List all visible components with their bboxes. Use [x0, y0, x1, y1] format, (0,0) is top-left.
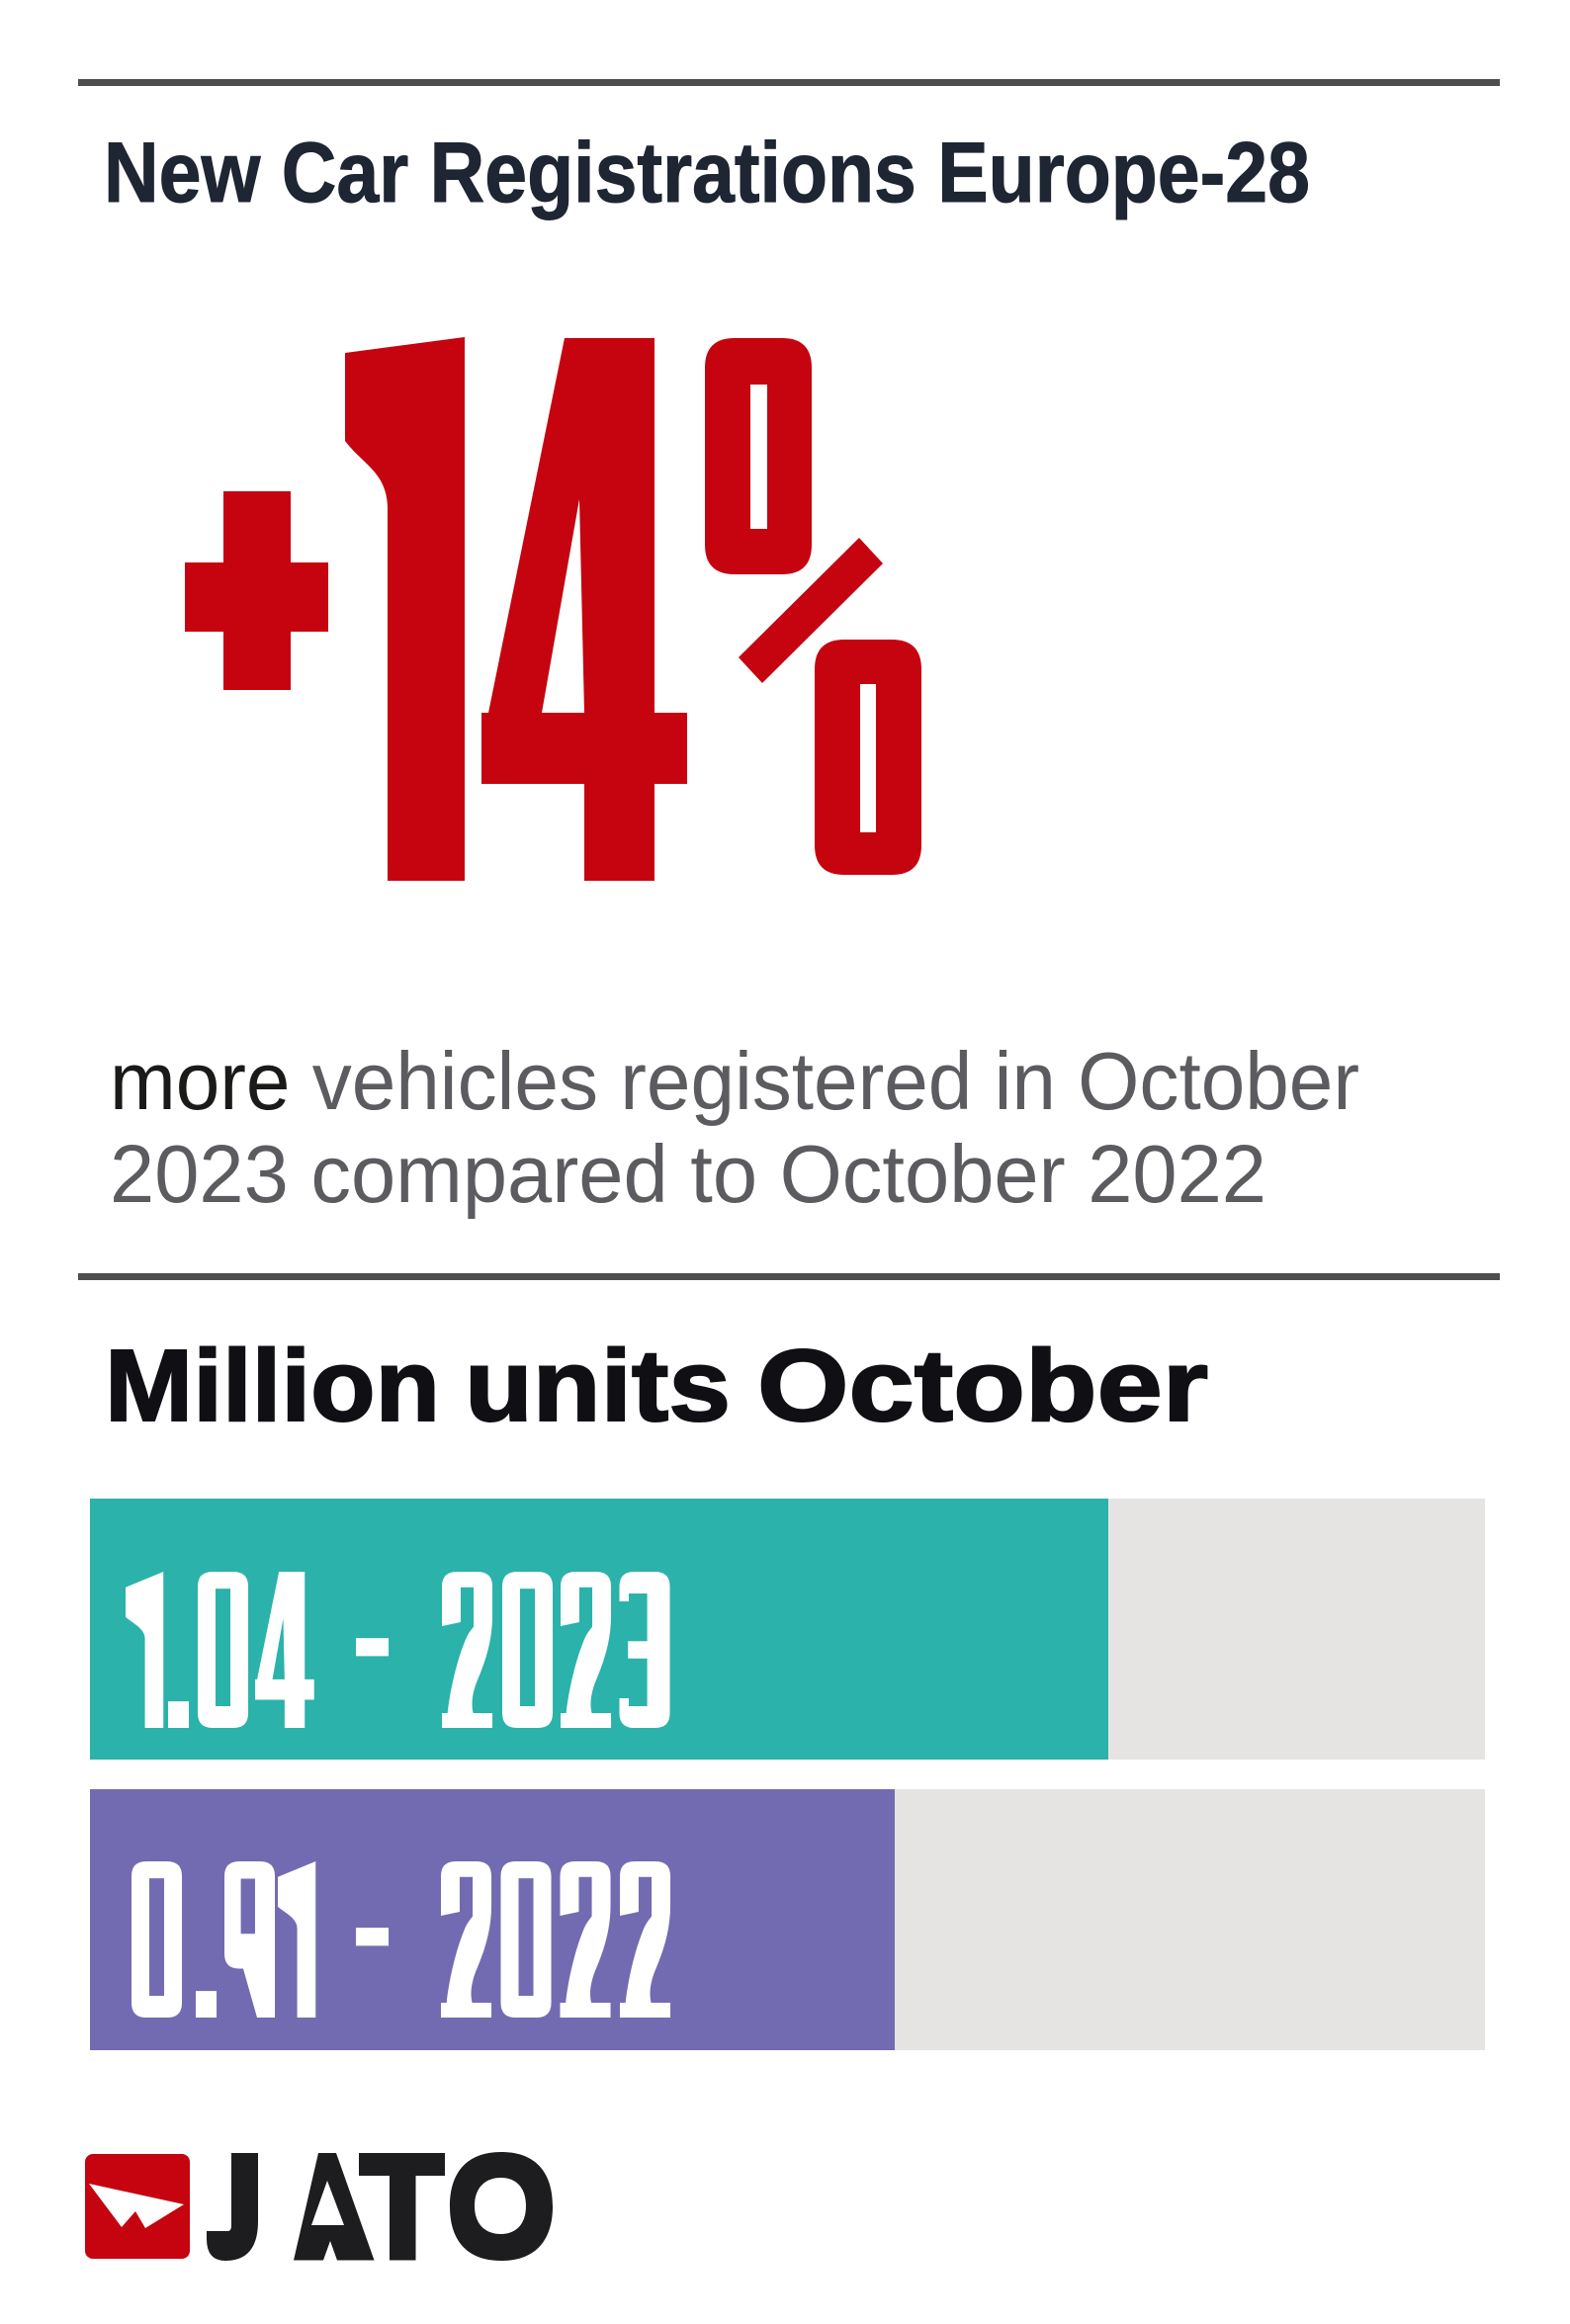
svg-text:October: October [757, 1329, 1208, 1442]
svg-text:2023 compared to October 2022: 2023 compared to October 2022 [110, 1128, 1266, 1220]
svg-text:more vehicles registered in Oc: more vehicles registered in October [110, 1035, 1359, 1127]
svg-text:units: units [465, 1329, 731, 1442]
svg-text:Million: Million [105, 1329, 440, 1442]
svg-text:New Car Registrations Europe-2: New Car Registrations Europe-28 [104, 126, 1310, 220]
